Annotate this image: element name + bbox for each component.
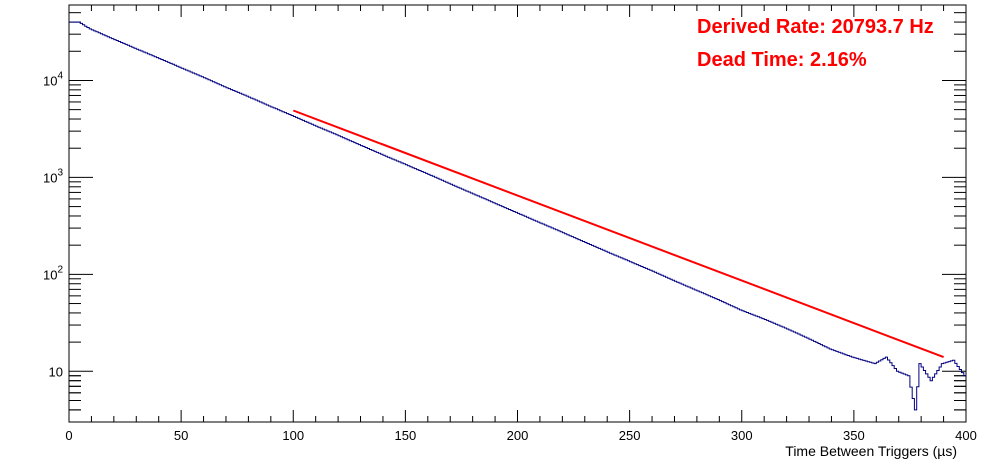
y-tick-label: 102 (43, 264, 63, 282)
x-tick-label: 300 (731, 428, 753, 443)
x-tick-label: 0 (65, 428, 72, 443)
x-tick-label: 50 (174, 428, 188, 443)
x-tick-label: 350 (843, 428, 865, 443)
y-tick-label: 10 (49, 364, 63, 379)
x-tick-label: 400 (955, 428, 977, 443)
x-axis: 0 50 100 150 200 250 300 350 400 (65, 5, 977, 443)
dead-time-label: Dead Time: 2.16% (697, 49, 867, 71)
y-tick-label: 104 (43, 70, 63, 88)
x-axis-title: Time Between Triggers (µs) (785, 443, 957, 459)
derived-rate-label: Derived Rate: 20793.7 Hz (697, 16, 934, 38)
histogram-series (69, 21, 966, 411)
x-tick-label: 150 (395, 428, 417, 443)
x-tick-label: 100 (282, 428, 304, 443)
x-tick-label: 250 (619, 428, 641, 443)
fit-line (292, 109, 944, 359)
y-tick-label: 103 (43, 167, 63, 185)
y-axis: 10 102 103 104 (43, 4, 966, 423)
x-tick-label: 200 (507, 428, 529, 443)
